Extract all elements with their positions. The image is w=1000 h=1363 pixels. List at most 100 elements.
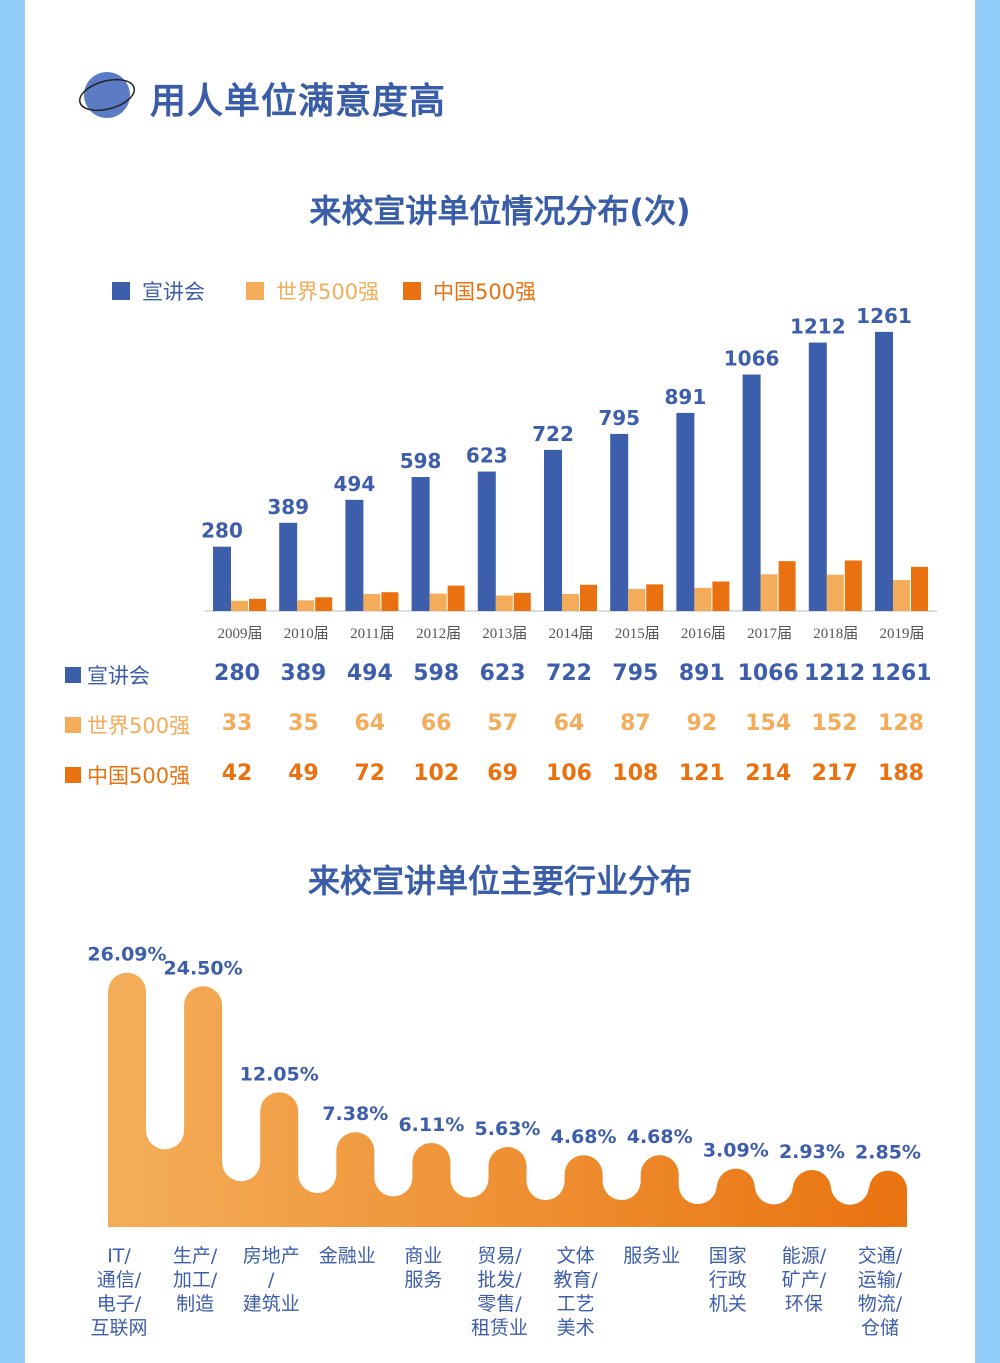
- category-label: 房地产: [243, 1245, 300, 1267]
- x-tick-label: 2011届: [350, 625, 394, 642]
- table-cell: 64: [553, 711, 585, 736]
- data-label: 280: [201, 519, 243, 543]
- data-label: 1212: [790, 315, 846, 339]
- data-label: 494: [334, 472, 376, 496]
- x-tick-label: 2015届: [615, 625, 660, 642]
- table-cell: 795: [612, 661, 659, 686]
- category-label: 生产/: [173, 1245, 218, 1267]
- table-cell: 102: [413, 761, 460, 786]
- table-cell: 154: [745, 711, 792, 736]
- table-cell: 69: [487, 761, 518, 786]
- table-cell: 121: [678, 761, 725, 786]
- table-cell: 494: [346, 661, 393, 686]
- category-label: 行政: [709, 1269, 747, 1291]
- x-tick-label: 2012届: [416, 625, 461, 642]
- legend-swatch: [65, 667, 81, 683]
- table-cell: 35: [288, 711, 319, 736]
- bar-宣讲会-2014届: [544, 449, 562, 611]
- x-tick-label: 2010届: [284, 625, 329, 642]
- category-label: 租赁业: [471, 1317, 528, 1339]
- table-cell: 87: [620, 711, 651, 736]
- table-cell: 57: [487, 711, 518, 736]
- bar-宣讲会-2015届: [610, 433, 629, 611]
- table-cell: 217: [811, 761, 858, 786]
- x-tick-label: 2017届: [747, 625, 792, 642]
- table-cell: 1212: [803, 661, 866, 686]
- category-label: 交通/: [858, 1245, 903, 1267]
- x-tick-label: 2014届: [548, 625, 593, 642]
- data-label: 623: [466, 444, 508, 468]
- category-label: 工艺: [557, 1293, 595, 1315]
- bar-世界500强-2011届: [363, 593, 381, 611]
- category-label: /: [268, 1269, 275, 1291]
- data-label: 2.85%: [855, 1142, 921, 1164]
- bar-中国500强-2012届: [447, 585, 465, 611]
- bar-世界500强-2018届: [826, 574, 844, 611]
- table-cell: 128: [878, 711, 924, 736]
- x-tick-label: 2018届: [813, 625, 858, 642]
- bar-宣讲会-2018届: [808, 342, 827, 611]
- bar-中国500强-2014届: [580, 584, 597, 611]
- legend-swatch: [65, 717, 81, 733]
- page-title: 用人单位满意度高: [150, 81, 447, 122]
- data-label: 891: [665, 385, 707, 409]
- data-label: 3.09%: [703, 1140, 769, 1162]
- bar-世界500强-2014届: [562, 593, 579, 611]
- table-cell: 42: [221, 761, 253, 786]
- bar-宣讲会-2019届: [875, 331, 893, 611]
- data-label: 26.09%: [87, 944, 166, 966]
- bar-中国500强-2015届: [646, 584, 664, 611]
- legend-item-china500: 中国500强: [403, 276, 536, 306]
- category-label: 服务: [404, 1269, 442, 1291]
- table-cell: 92: [686, 711, 718, 736]
- table-cell: 106: [546, 761, 592, 786]
- category-label: 建筑业: [243, 1293, 300, 1315]
- bar-世界500强-2013届: [495, 595, 513, 611]
- table-cell: 188: [878, 761, 924, 786]
- x-tick-label: 2013届: [482, 625, 527, 642]
- bar-世界500强-2016届: [694, 587, 712, 611]
- data-label: 12.05%: [240, 1063, 319, 1085]
- category-label: 美术: [557, 1317, 595, 1339]
- data-label: 389: [267, 495, 309, 519]
- legend-swatch: [403, 282, 421, 300]
- table-row-label: 世界500强: [65, 710, 190, 740]
- category-label: 互联网: [90, 1317, 147, 1339]
- category-label: 国家: [709, 1245, 747, 1267]
- chart2-title: 来校宣讲单位主要行业分布: [307, 862, 692, 900]
- table-row-label: 宣讲会: [65, 660, 150, 690]
- category-label: IT/: [107, 1245, 131, 1267]
- x-tick-label: 2019届: [879, 625, 924, 642]
- bar-中国500强-2016届: [712, 581, 730, 611]
- bar-宣讲会-2011届: [345, 499, 364, 611]
- data-label: 5.63%: [475, 1118, 541, 1140]
- category-label: 仓储: [861, 1317, 899, 1339]
- data-label: 795: [598, 406, 640, 430]
- table-cell: 108: [612, 761, 659, 786]
- category-label: 贸易/: [477, 1245, 522, 1267]
- data-label: 1261: [856, 304, 912, 328]
- table-cell: 389: [280, 661, 327, 686]
- table-cell: 623: [479, 661, 526, 686]
- category-label: 运输/: [858, 1269, 903, 1291]
- bar-世界500强-2009届: [231, 600, 248, 611]
- category-label: 环保: [785, 1293, 823, 1315]
- category-label: 通信/: [97, 1269, 142, 1291]
- bar-宣讲会-2016届: [676, 412, 695, 611]
- bar-世界500强-2010届: [297, 600, 315, 611]
- data-label: 7.38%: [322, 1103, 388, 1125]
- table-cell: 280: [214, 661, 260, 686]
- industry-distribution-shape: [108, 972, 908, 1227]
- bar-中国500强-2017届: [778, 561, 796, 611]
- table-cell: 49: [288, 761, 319, 786]
- legend-swatch: [112, 282, 130, 300]
- table-cell: 1066: [737, 661, 799, 686]
- table-cell: 891: [678, 661, 725, 686]
- legend-item-xuanjianghui: 宣讲会: [112, 276, 205, 306]
- table-cell: 66: [420, 711, 452, 736]
- bar-世界500强-2017届: [760, 574, 778, 611]
- category-label: 文体: [557, 1245, 595, 1267]
- table-cell: 72: [354, 761, 386, 786]
- category-label: 教育/: [553, 1269, 598, 1291]
- x-tick-label: 2009届: [217, 625, 262, 642]
